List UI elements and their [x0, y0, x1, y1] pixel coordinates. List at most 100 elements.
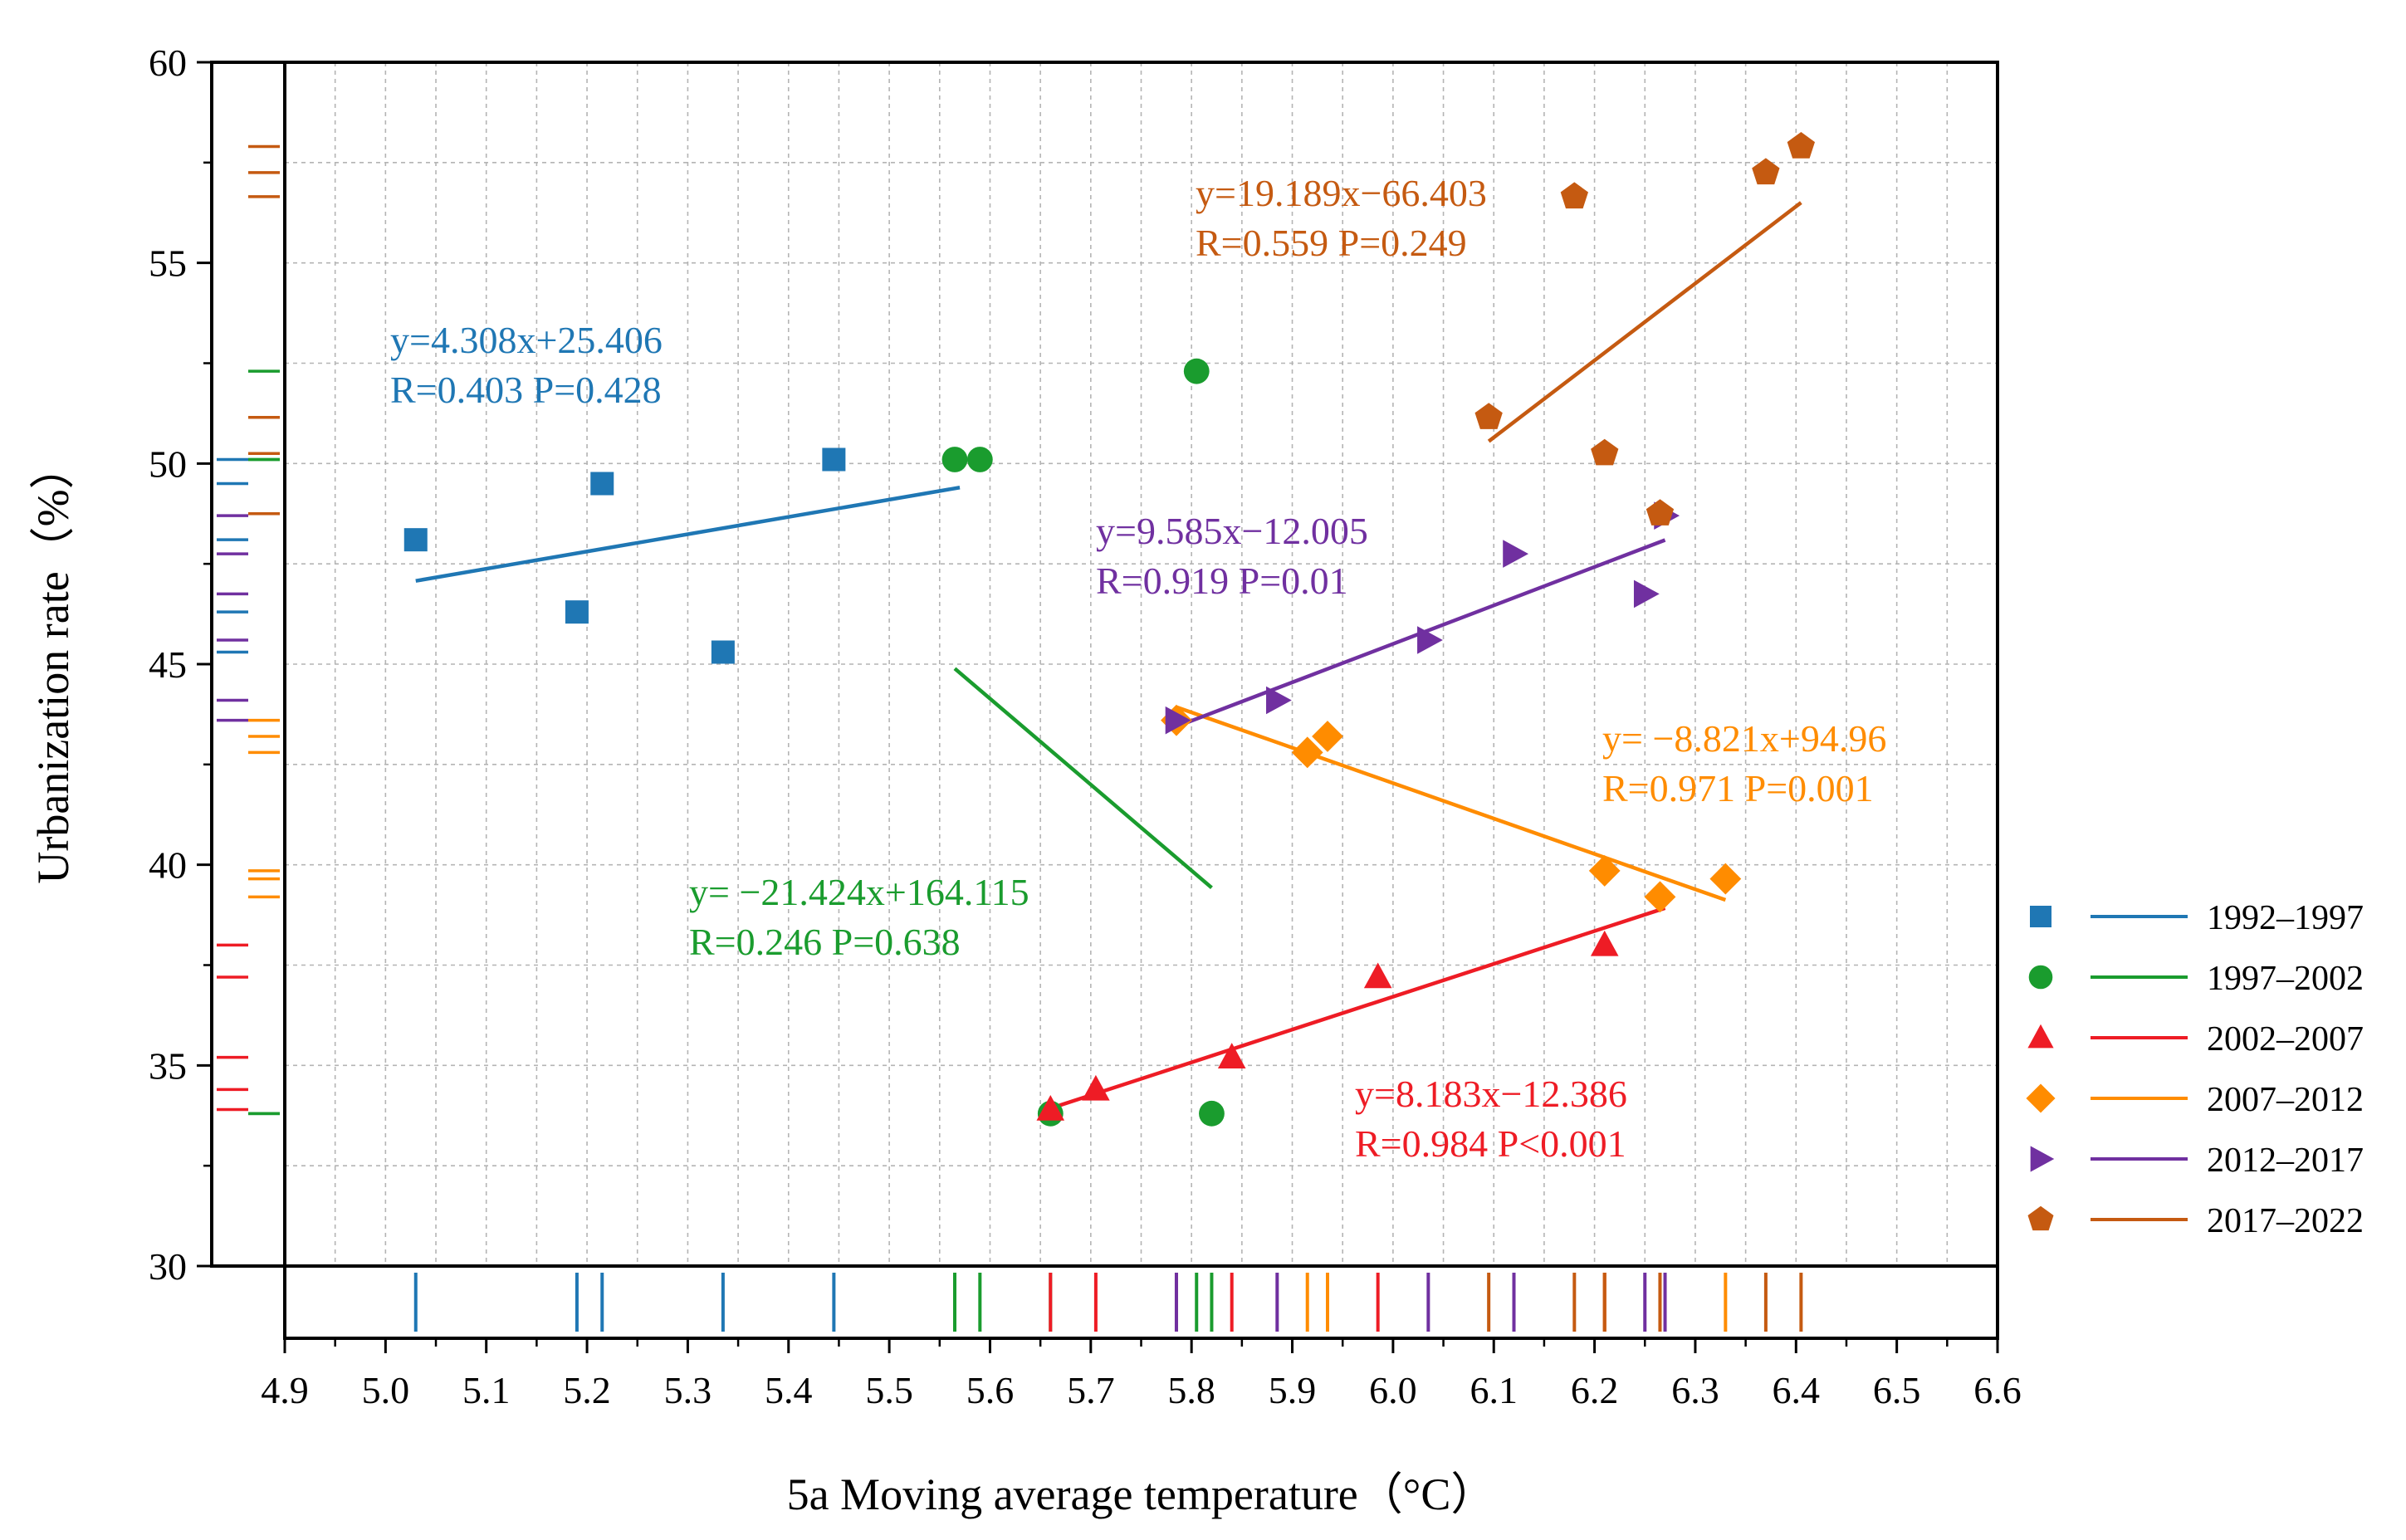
- x-tick-label: 5.3: [664, 1369, 712, 1411]
- bottom-rug-frame: [283, 1264, 1999, 1340]
- data-point: [403, 528, 428, 552]
- x-tick-label: 5.6: [966, 1369, 1015, 1411]
- data-point: [1474, 403, 1503, 429]
- legend-marker: [2027, 1024, 2054, 1049]
- legend-item[interactable]: 2002–2007: [2027, 1020, 2364, 1058]
- regression-equation: y= −8.821x+94.96: [1602, 717, 1886, 760]
- regression-equation: y=8.183x−12.386: [1355, 1073, 1627, 1115]
- left-rug-frame: [210, 61, 286, 1268]
- data-point: [1646, 499, 1675, 526]
- regression-stats: R=0.403 P=0.428: [390, 369, 662, 411]
- data-point: [1183, 358, 1210, 384]
- regression-equation: y=4.308x+25.406: [390, 319, 663, 361]
- data-point: [1588, 855, 1621, 887]
- data-point: [1633, 579, 1660, 609]
- legend-label: 1992–1997: [2207, 899, 2364, 937]
- fit-line: [1049, 906, 1666, 1111]
- y-axis-title: Urbanization rate（%）: [28, 444, 78, 883]
- y-tick-label: 40: [149, 844, 187, 887]
- data-point: [1560, 182, 1588, 209]
- legend-label: 2002–2007: [2207, 1020, 2364, 1058]
- regression-equation: y=9.585x−12.005: [1096, 510, 1368, 552]
- x-axis-title: 5a Moving average temperature（°C）: [787, 1469, 1496, 1519]
- legend-marker: [2028, 965, 2053, 990]
- data-point: [565, 600, 589, 624]
- legend-marker: [2027, 1205, 2054, 1231]
- data-point: [1591, 438, 1619, 466]
- axes-frame: [210, 61, 1999, 1340]
- regression-stats: R=0.971 P=0.001: [1602, 767, 1874, 809]
- data-point: [1752, 158, 1780, 185]
- data-point: [1312, 721, 1343, 752]
- data-point: [941, 447, 968, 472]
- annotations-layer: y=4.308x+25.406 R=0.403 P=0.428 y= −21.424…: [390, 172, 1886, 1165]
- x-tick-label: 6.0: [1369, 1369, 1417, 1411]
- regression-stats: R=0.984 P<0.001: [1355, 1122, 1626, 1165]
- legend-item[interactable]: 1992–1997: [2030, 899, 2364, 937]
- x-tick-label: 4.9: [261, 1369, 309, 1411]
- regression-equation: y=19.189x−66.403: [1196, 172, 1487, 214]
- data-point: [822, 447, 846, 472]
- x-tick-label: 6.2: [1571, 1369, 1619, 1411]
- legend-item[interactable]: 2007–2012: [2026, 1081, 2364, 1119]
- x-tick-label: 5.8: [1167, 1369, 1215, 1411]
- x-tick-label: 5.5: [865, 1369, 913, 1411]
- data-point: [1217, 1043, 1246, 1068]
- x-tick-label: 5.9: [1269, 1369, 1317, 1411]
- x-tick-label: 5.1: [462, 1369, 511, 1411]
- data-point: [1266, 686, 1292, 715]
- legend-label: 2012–2017: [2207, 1142, 2364, 1180]
- ticks-layer: 4.9 5.0 5.1 5.2 5.3 5.4 5.5 5.6 5.7 5.8 5.9 6.0 6.1 6…: [149, 42, 2022, 1411]
- y-tick-label: 30: [149, 1245, 187, 1288]
- data-point: [1082, 1074, 1110, 1101]
- legend-item[interactable]: 1997–2002: [2028, 960, 2364, 998]
- y-tick-label: 50: [149, 442, 187, 485]
- legend[interactable]: 1992–1997 1997–2002 2002–2007 2007–2012 2012…: [2026, 899, 2364, 1240]
- legend-marker: [2030, 906, 2051, 927]
- data-point: [1503, 540, 1529, 568]
- y-tick-label: 35: [149, 1044, 187, 1087]
- points-layer: [403, 132, 1815, 1127]
- legend-item[interactable]: 2012–2017: [2030, 1142, 2364, 1180]
- x-tick-label: 5.4: [765, 1369, 813, 1411]
- x-tick-label: 5.2: [563, 1369, 611, 1411]
- legend-marker: [2030, 1146, 2055, 1172]
- fit-line: [1487, 201, 1802, 443]
- legend-item[interactable]: 2017–2022: [2027, 1202, 2364, 1240]
- regression-stats: R=0.559 P=0.249: [1196, 222, 1467, 264]
- y-tick-label: 60: [149, 42, 187, 84]
- data-point: [1709, 863, 1742, 895]
- data-point: [1417, 626, 1443, 654]
- legend-label: 1997–2002: [2207, 960, 2364, 998]
- fit-line: [953, 667, 1213, 890]
- x-tick-label: 6.3: [1671, 1369, 1719, 1411]
- data-point: [1291, 736, 1323, 769]
- regression-equation: y= −21.424x+164.115: [689, 871, 1029, 913]
- fit-line: [1176, 705, 1727, 902]
- x-tick-label: 5.0: [362, 1369, 410, 1411]
- data-point: [1036, 1095, 1065, 1121]
- data-point: [1590, 930, 1619, 956]
- regression-stats: R=0.919 P=0.01: [1096, 560, 1348, 602]
- x-tick-label: 6.1: [1470, 1369, 1518, 1411]
- data-point: [590, 472, 614, 496]
- data-point: [1199, 1100, 1225, 1127]
- grid-layer: [285, 62, 1998, 1266]
- y-tick-label: 55: [149, 242, 187, 285]
- data-point: [1165, 706, 1191, 735]
- fit-lines-layer: [415, 201, 1802, 1111]
- x-tick-label: 6.4: [1773, 1369, 1821, 1411]
- x-tick-label: 6.5: [1873, 1369, 1921, 1411]
- legend-label: 2007–2012: [2207, 1081, 2364, 1119]
- rug-layer: [217, 144, 1803, 1332]
- data-point: [1644, 881, 1676, 913]
- data-point: [966, 447, 993, 472]
- x-tick-label: 5.7: [1067, 1369, 1115, 1411]
- fit-line: [415, 486, 961, 583]
- y-tick-label: 45: [149, 643, 187, 686]
- data-point: [1363, 962, 1392, 989]
- regression-stats: R=0.246 P=0.638: [689, 921, 961, 963]
- data-point: [711, 640, 735, 664]
- x-tick-label: 6.6: [1973, 1369, 2022, 1411]
